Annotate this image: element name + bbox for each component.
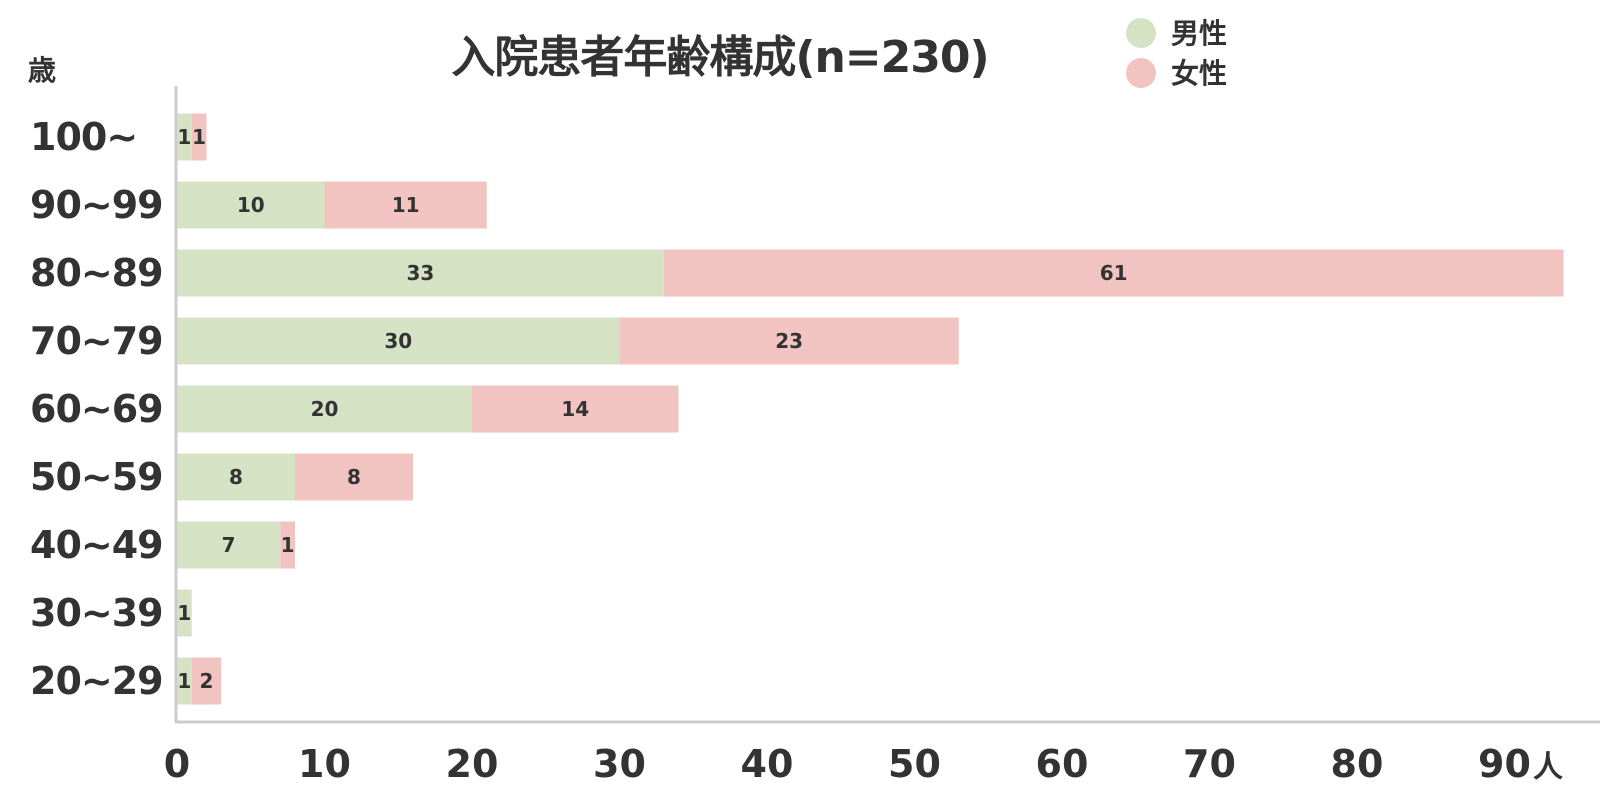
bar-segment-male [177, 453, 295, 501]
bar-segment-male [177, 385, 472, 433]
legend: 男性 女性 [1126, 17, 1227, 90]
data-label: 7 [222, 533, 236, 557]
x-tick-label: 10 [298, 742, 351, 786]
category-label: 70~79 [30, 319, 163, 363]
data-label: 14 [561, 397, 589, 421]
x-tick-label: 40 [741, 742, 794, 786]
data-label: 1 [177, 669, 191, 693]
bar-segment-male [177, 317, 620, 365]
category-label: 20~29 [30, 659, 163, 703]
x-tick-label: 80 [1331, 742, 1384, 786]
bar-segment-male [177, 249, 664, 297]
legend-label-male: 男性 [1171, 17, 1227, 50]
legend-swatch-male [1126, 18, 1156, 48]
bar-segment-male [177, 589, 192, 637]
data-label: 61 [1100, 261, 1128, 285]
bar-segment-female [663, 249, 1564, 297]
data-label: 11 [392, 193, 420, 217]
x-tick-labels: 0 10 20 30 40 50 60 70 80 90 [164, 742, 1531, 786]
category-label: 90~99 [30, 183, 163, 227]
data-label: 23 [775, 329, 803, 353]
bar-segment-female [280, 521, 295, 569]
category-label: 30~39 [30, 591, 163, 635]
legend-swatch-female [1126, 58, 1156, 88]
data-label: 8 [229, 465, 243, 489]
x-axis-title: 人 [1533, 750, 1563, 785]
chart-title: 入院患者年齢構成(n=230) [451, 32, 988, 83]
bar-segment-female [191, 113, 207, 161]
data-label: 2 [200, 669, 214, 693]
bar-layer [177, 113, 1564, 705]
x-tick-label: 90 [1478, 742, 1531, 786]
bar-segment-female [295, 453, 413, 501]
data-label: 1 [192, 125, 206, 149]
category-label: 50~59 [30, 455, 163, 499]
bar-segment-female [324, 181, 487, 229]
bar-segment-female [191, 657, 222, 705]
category-label: 60~69 [30, 387, 163, 431]
data-label: 10 [237, 193, 265, 217]
data-label: 1 [281, 533, 295, 557]
x-tick-label: 70 [1183, 742, 1236, 786]
x-tick-label: 60 [1036, 742, 1089, 786]
data-label: 8 [347, 465, 361, 489]
data-label: 1 [177, 601, 191, 625]
x-tick-label: 50 [888, 742, 941, 786]
data-label: 33 [406, 261, 434, 285]
bar-segment-female [472, 385, 679, 433]
category-label: 80~89 [30, 251, 163, 295]
category-label: 40~49 [30, 523, 163, 567]
data-label: 20 [311, 397, 339, 421]
x-tick-label: 20 [446, 742, 499, 786]
x-tick-label: 0 [164, 742, 190, 786]
data-label: 30 [384, 329, 412, 353]
bar-segment-male [177, 113, 192, 161]
bar-segment-female [619, 317, 959, 365]
x-tick-label: 30 [593, 742, 646, 786]
data-label: 1 [177, 125, 191, 149]
bar-segment-male [177, 657, 192, 705]
y-axis-title: 歳 [28, 54, 56, 87]
category-labels: 100~ 90~99 80~89 70~79 60~69 50~59 40~49 30~39 2… [30, 115, 164, 703]
bar-segment-male [177, 521, 281, 569]
legend-label-female: 女性 [1171, 57, 1227, 90]
category-label: 100~ [30, 115, 137, 159]
bar-segment-male [177, 181, 325, 229]
